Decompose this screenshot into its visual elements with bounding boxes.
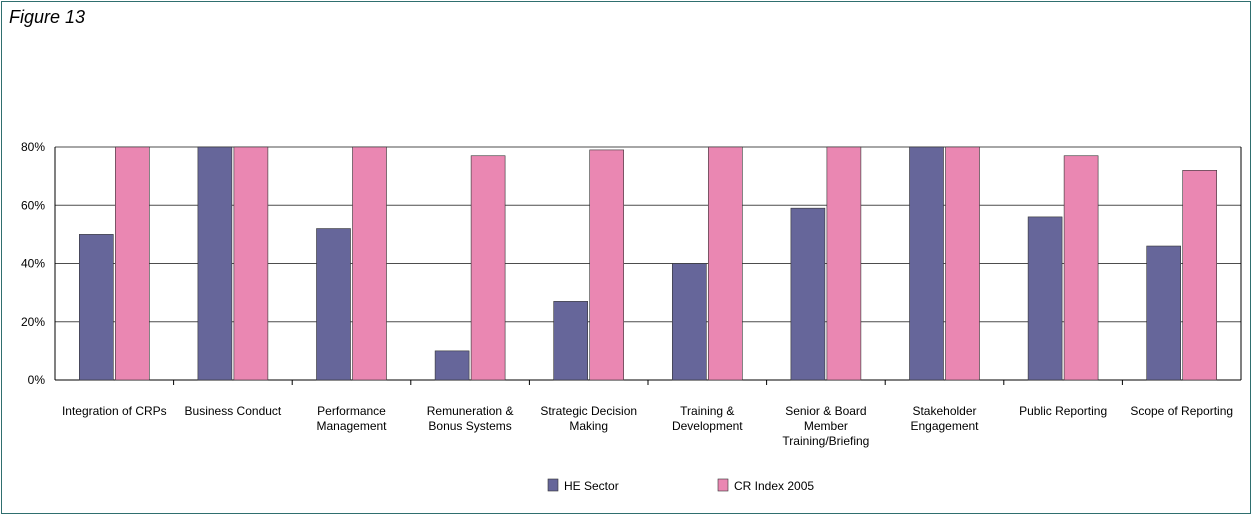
y-tick-label: 80% xyxy=(21,140,45,154)
bar-cr-index xyxy=(470,155,506,381)
bar-he-sector xyxy=(197,146,233,381)
bar-cr-index xyxy=(115,146,150,381)
bar-cr-index xyxy=(1063,155,1099,381)
bar-cr-index xyxy=(826,146,862,381)
category-label: Stakeholder Engagement xyxy=(910,404,979,433)
legend-cr-index-label: CR Index 2005 xyxy=(734,479,814,493)
category-label: Training & Development xyxy=(672,404,743,433)
bar-he-sector xyxy=(1027,216,1063,381)
figure-label: Figure 13 xyxy=(9,7,86,27)
y-tick-label: 20% xyxy=(21,315,45,329)
bar-he-sector xyxy=(434,350,470,381)
legend-cr-index-swatch xyxy=(717,478,729,492)
bar-he-sector xyxy=(316,228,351,381)
y-tick-label: 60% xyxy=(21,198,45,212)
legend-he-sector-label: HE Sector xyxy=(564,479,619,493)
bar-he-sector xyxy=(79,234,114,381)
bar-cr-index xyxy=(945,146,980,381)
category-label: Performance Management xyxy=(316,404,387,433)
category-label: Business Conduct xyxy=(185,404,282,418)
bar-cr-index xyxy=(352,146,387,381)
bar-he-sector xyxy=(1146,245,1181,381)
category-label: Strategic Decision Making xyxy=(540,404,637,433)
bar-he-sector xyxy=(671,263,707,381)
bar-he-sector xyxy=(553,301,589,381)
category-label: Senior & Board Member Training/Briefing xyxy=(782,404,869,448)
bar-cr-index xyxy=(589,149,625,381)
bar-cr-index xyxy=(233,146,269,381)
legend-he-sector-swatch xyxy=(547,478,559,492)
bar-he-sector xyxy=(790,207,826,381)
category-label: Integration of CRPs xyxy=(62,404,167,418)
bar-he-sector xyxy=(909,146,944,381)
bar-cr-index xyxy=(1182,170,1217,381)
category-label: Remuneration & Bonus Systems xyxy=(427,404,514,433)
bar-cr-index xyxy=(707,146,743,381)
category-label: Scope of Reporting xyxy=(1130,404,1233,418)
category-label: Public Reporting xyxy=(1019,404,1107,418)
y-tick-label: 0% xyxy=(28,373,46,387)
y-tick-label: 40% xyxy=(21,257,45,271)
